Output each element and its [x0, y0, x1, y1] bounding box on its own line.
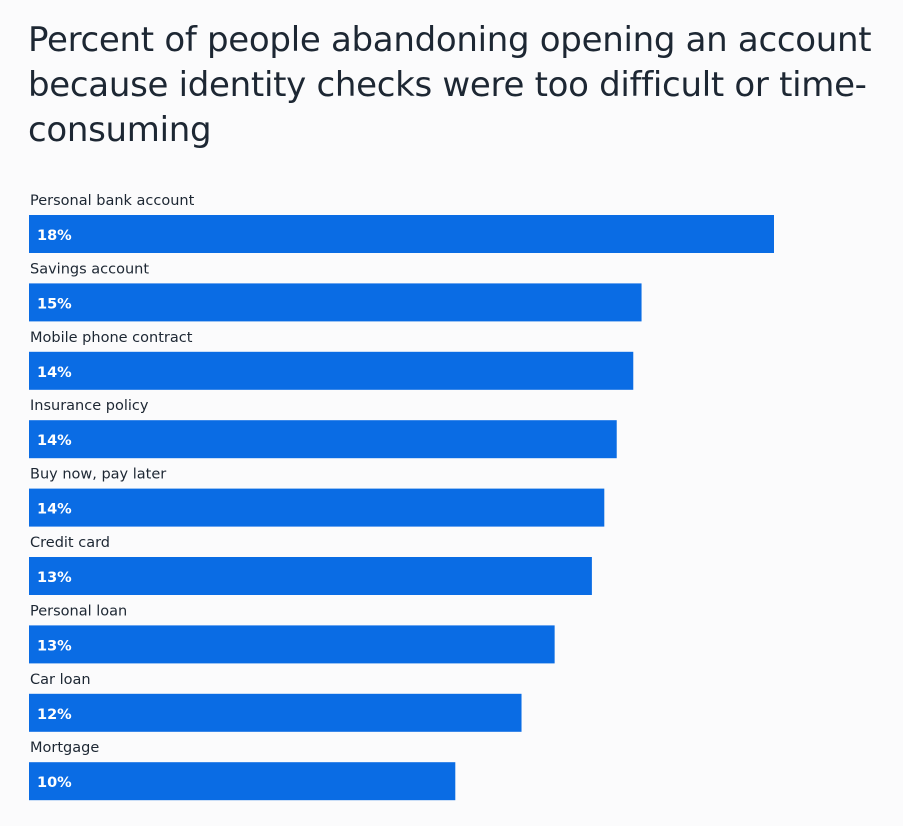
bar — [29, 420, 617, 459]
category-label: Savings account — [30, 261, 149, 277]
bar — [29, 557, 592, 595]
category-label: Insurance policy — [30, 398, 149, 414]
value-label: 10% — [37, 775, 72, 791]
value-label: 14% — [37, 502, 72, 518]
category-label: Mortgage — [30, 740, 99, 756]
category-label: Car loan — [30, 672, 91, 688]
bar — [29, 693, 522, 732]
category-label: Credit card — [30, 535, 110, 551]
chart-title: Percent of people abandoning opening an … — [28, 20, 872, 150]
bar — [29, 625, 555, 664]
value-label: 18% — [37, 228, 72, 244]
value-label: 15% — [37, 296, 72, 312]
value-label: 13% — [37, 638, 72, 654]
value-label: 12% — [37, 707, 72, 723]
value-label: 14% — [37, 365, 72, 381]
category-label: Personal bank account — [30, 193, 195, 209]
category-label: Mobile phone contract — [30, 330, 193, 346]
bar — [29, 215, 774, 253]
value-label: 13% — [37, 570, 72, 586]
bar — [29, 488, 605, 527]
bar — [29, 762, 456, 801]
category-label: Personal loan — [30, 603, 127, 619]
bar — [29, 351, 634, 390]
bar — [29, 283, 642, 322]
value-label: 14% — [37, 433, 72, 449]
category-label: Buy now, pay later — [30, 467, 166, 483]
